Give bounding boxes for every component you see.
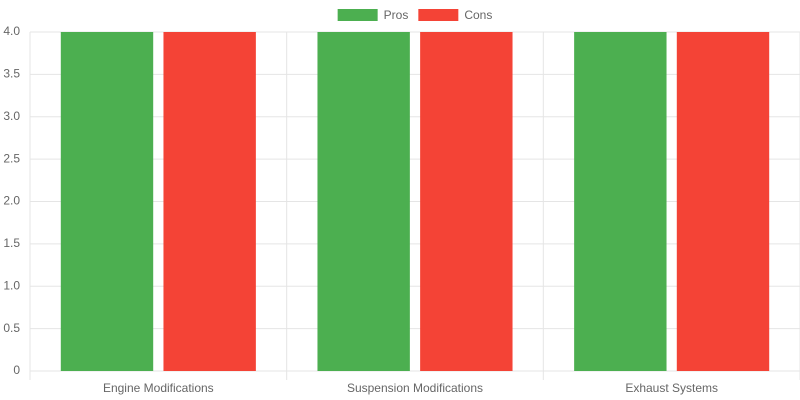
bar [676,32,770,371]
y-tick-label: 2.0 [3,194,20,208]
legend-swatch[interactable] [418,9,459,21]
x-tick-label: Engine Modifications [103,381,214,395]
y-tick-label: 1.5 [3,236,20,250]
y-tick-label: 3.0 [3,109,20,123]
legend-label[interactable]: Pros [384,8,409,22]
bar [420,32,513,371]
bar [60,32,154,371]
legend-label[interactable]: Cons [464,8,492,22]
x-tick-label: Suspension Modifications [347,381,483,395]
legend-swatch[interactable] [337,9,378,21]
bar [163,32,256,371]
bar [574,32,667,371]
y-tick-label: 3.5 [3,67,20,81]
x-tick-label: Exhaust Systems [625,381,718,395]
y-tick-label: 0.5 [3,321,20,335]
bar [317,32,410,371]
y-tick-label: 0 [13,363,20,377]
y-tick-label: 4.0 [3,24,20,38]
y-tick-label: 2.5 [3,151,20,165]
y-tick-label: 1.0 [3,278,20,292]
